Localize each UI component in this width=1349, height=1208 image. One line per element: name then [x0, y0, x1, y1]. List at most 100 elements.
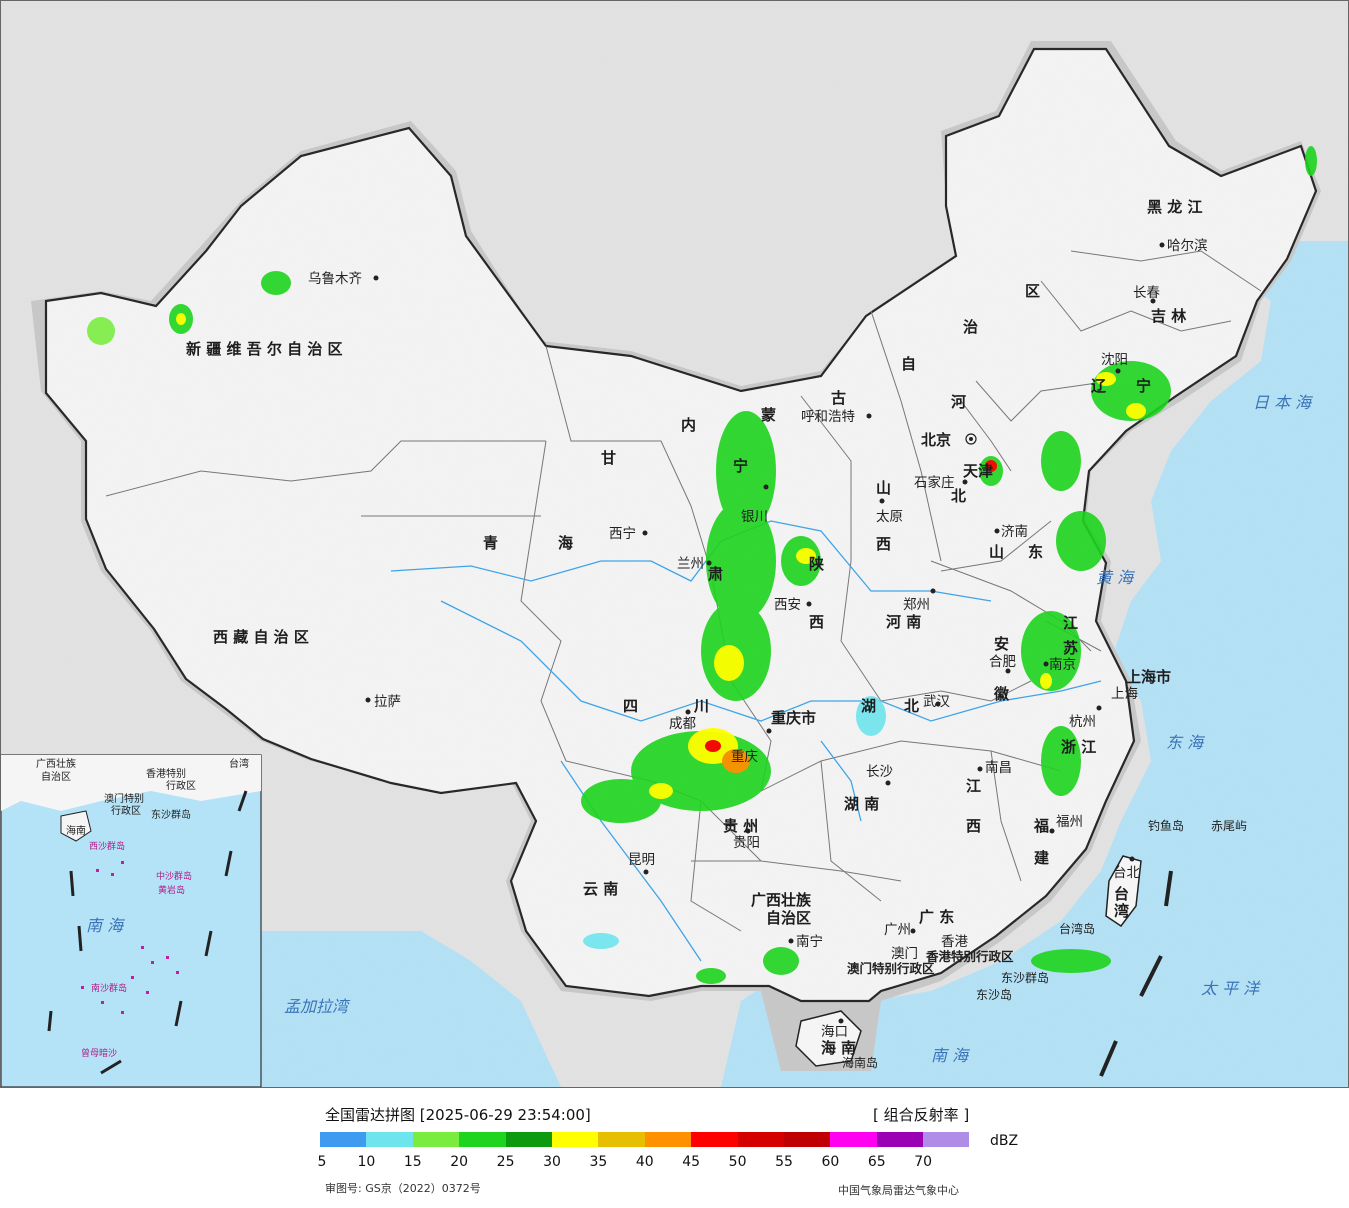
color-swatch [691, 1132, 738, 1147]
legend-tick-label: 20 [450, 1154, 469, 1170]
legend-title: 全国雷达拼图 [2025-06-29 23:54:00] [325, 1106, 591, 1124]
legend-tick-label: 10 [357, 1154, 376, 1170]
city-changchun: 长春 [1133, 285, 1161, 301]
color-scale-bar [320, 1132, 970, 1147]
city-nanchang: 南昌 [985, 760, 1012, 776]
inset-huangyan: 黄岩岛 [158, 884, 185, 896]
color-swatch [459, 1132, 506, 1147]
label-neimeng-d: 自 [901, 355, 916, 373]
data-source: 中国气象局雷达气象中心 [838, 1184, 959, 1197]
city-dot [685, 709, 691, 715]
city-hefei: 合肥 [989, 654, 1016, 670]
city-dot [885, 780, 891, 786]
island-diaoyu: 钓鱼岛 [1148, 818, 1184, 833]
sea-donghai-label: 东 海 [1166, 733, 1205, 752]
sea-mengjiala-label: 孟加拉湾 [284, 997, 351, 1016]
south-china-sea-inset: 广西壮族 自治区 香港特别 行政区 澳门特别 行政区 台湾 东沙群岛 海南 西沙… [1, 754, 262, 1087]
city-urumqi: 乌鲁木齐 [308, 271, 362, 287]
city-guangzhou: 广州 [884, 922, 911, 938]
label-beijing: 北京 [921, 431, 951, 449]
city-aomen: 澳门 [891, 946, 918, 962]
city-xian: 西安 [774, 597, 801, 613]
color-swatch [320, 1132, 367, 1147]
city-jinan: 济南 [1001, 524, 1028, 540]
legend-tick-label: 35 [589, 1154, 608, 1170]
label-guangxi-b: 自治区 [766, 909, 811, 927]
city-dot [994, 528, 1000, 534]
city-taiyuan: 太原 [876, 509, 903, 525]
label-shandong-a: 山 [989, 543, 1004, 561]
label-sichuan-b: 川 [693, 697, 709, 715]
legend-tick-label: 25 [496, 1154, 515, 1170]
inset-hainan [60, 810, 92, 842]
city-kunming: 昆明 [628, 852, 655, 868]
label-hebei-a: 河 [951, 393, 966, 411]
label-neimeng-f: 区 [1025, 282, 1040, 300]
label-hainan-a: 海 [821, 1039, 836, 1057]
city-chengdu: 成都 [669, 716, 696, 732]
label-hainan-b: 南 [841, 1039, 856, 1057]
label-shaanxi-a: 陕 [809, 555, 824, 573]
legend-product: [ 组合反射率 ] [873, 1106, 970, 1124]
island-labels: 钓鱼岛 赤尾屿 台湾岛 海南岛 东沙群岛 东沙岛 [842, 818, 1247, 1070]
label-jiangxi-a: 江 [966, 777, 981, 795]
label-xinjiang: 新 疆 维 吾 尔 自 治 区 [186, 340, 343, 358]
city-fuzhou: 福州 [1056, 814, 1083, 830]
city-changsha: 长沙 [866, 764, 893, 780]
inset-guangxi: 广西壮族 [36, 757, 76, 770]
city-guiyang: 贵阳 [733, 835, 760, 851]
inset-land [1, 755, 261, 811]
inset-frame [1, 754, 262, 1087]
inset-xianggang-b: 行政区 [166, 779, 196, 792]
color-swatch [598, 1132, 645, 1147]
label-shanxi-a: 山 [876, 479, 891, 497]
label-hubei-lake: 湖 [861, 697, 876, 715]
label-henan: 河 南 [886, 613, 921, 631]
city-dot [910, 928, 916, 934]
label-shanghai: 上海市 [1126, 668, 1171, 686]
city-hangzhou: 杭州 [1069, 714, 1096, 730]
city-lhasa: 拉萨 [374, 694, 401, 710]
label-neimeng-e: 治 [963, 318, 978, 336]
inset-aomen-b: 行政区 [111, 804, 141, 817]
color-swatch [876, 1132, 924, 1147]
label-anhui-a: 安 [994, 635, 1009, 653]
legend: 全国雷达拼图 [2025-06-29 23:54:00] [ 组合反射率 ] d… [0, 1088, 1349, 1208]
label-zhejiang: 浙 江 [1061, 738, 1096, 756]
city-dot [1129, 856, 1135, 862]
label-neimeng-b: 蒙 [761, 406, 776, 424]
city-nanning: 南宁 [796, 933, 823, 950]
city-dot [1005, 668, 1011, 674]
legend-tick-label: 15 [403, 1154, 422, 1170]
label-liaoning-b: 宁 [1136, 377, 1151, 395]
label-neimeng-c: 古 [831, 389, 846, 407]
city-zhengzhou: 郑州 [903, 597, 930, 613]
radar-map: 新 疆 维 吾 尔 自 治 区 西 藏 自 治 区 青 海 甘 内 蒙 古 自 … [0, 0, 1349, 1088]
color-swatch [551, 1132, 599, 1147]
province-borders [105, 250, 1262, 932]
label-guangxi-a: 广西壮族 [751, 891, 812, 909]
inset-aomen: 澳门特别 [104, 792, 144, 805]
city-dot [866, 413, 872, 419]
label-qinghai-b: 海 [558, 534, 573, 552]
label-jiangxi-b: 西 [966, 817, 981, 835]
label-guizhou: 贵 州 [723, 817, 758, 835]
city-shijiazhuang: 石家庄 [914, 474, 955, 491]
legend-tick-label: 45 [682, 1154, 701, 1170]
island-chiwei: 赤尾屿 [1211, 819, 1247, 833]
city-dot [788, 938, 794, 944]
legend-tick-label: 40 [635, 1154, 654, 1170]
city-dot [766, 728, 772, 734]
approval-number: 审图号: GS京（2022）0372号 [325, 1182, 481, 1195]
city-labels: 乌鲁木齐 拉萨 西宁 兰州 银川 呼和浩特 太原 石家庄 济南 郑州 西安 成都… [308, 238, 1208, 1040]
city-dot [643, 869, 649, 875]
legend-unit: dBZ [990, 1133, 1019, 1149]
city-haikou: 海口 [821, 1024, 848, 1040]
label-xizang: 西 藏 自 治 区 [213, 628, 309, 646]
legend-tick-label: 30 [543, 1154, 561, 1170]
inset-islands [81, 861, 179, 1014]
city-taibei: 台北 [1113, 865, 1141, 881]
label-fujian-a: 福 [1033, 817, 1049, 835]
color-swatch [644, 1132, 692, 1147]
label-taiwan-a: 台 [1114, 885, 1129, 903]
